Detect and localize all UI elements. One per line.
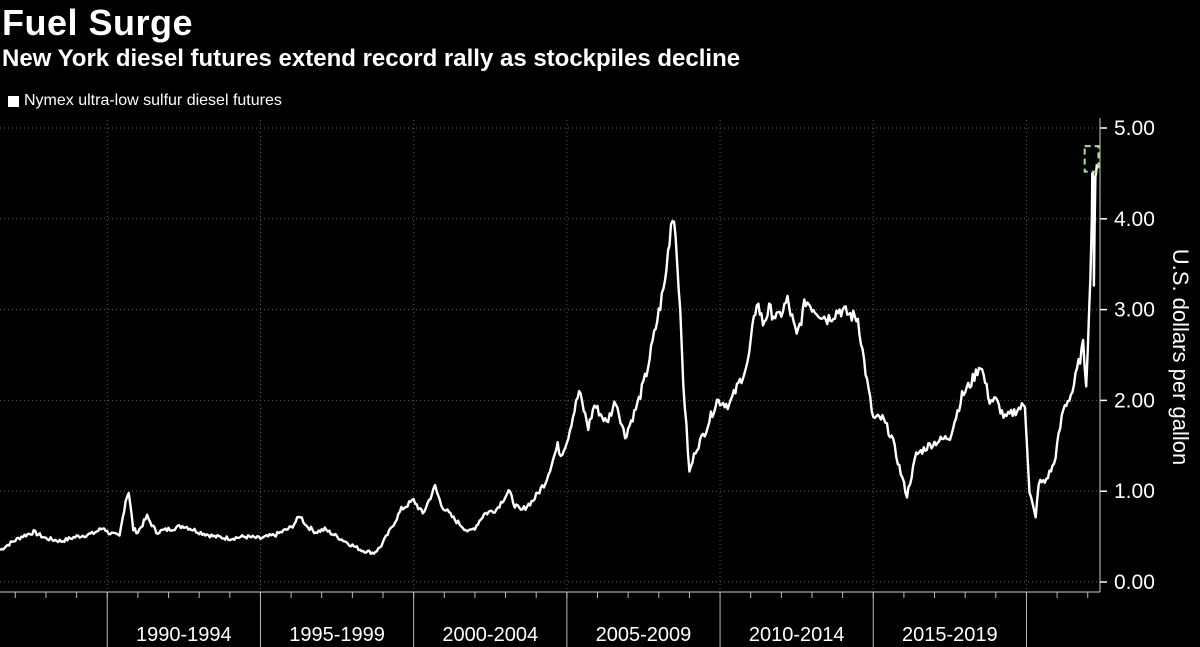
x-tick-label: 2005-2009 [596,624,692,646]
x-tick-label: 1995-1999 [289,624,385,646]
chart-subtitle: New York diesel futures extend record ra… [2,45,741,72]
axis-layer: 0.00 1.00 2.00 3.00 4.00 5.00 1990-1994 1995-19… [0,117,1155,647]
x-tick-label: 2010-2014 [749,624,845,646]
y-tick-label: 1.00 [1114,480,1155,503]
series-line [0,164,1099,556]
x-tick-label: 2015-2019 [902,624,998,646]
legend-swatch [8,95,19,107]
series-layer [0,164,1099,556]
record-highlight-box [1083,145,1100,173]
x-tick-label: 2000-2004 [442,624,538,646]
y-tick-label: 0.00 [1114,571,1155,594]
y-axis-label: U.S. dollars per gallon [1168,249,1193,465]
legend: Nymex ultra-low sulfur diesel futures [8,92,282,110]
y-tick-label: 3.00 [1114,299,1155,322]
chart-title: Fuel Surge [2,2,194,43]
x-tick-label: 1990-1994 [136,624,232,646]
legend-label: Nymex ultra-low sulfur diesel futures [24,92,282,109]
highlight-layer [1083,145,1100,173]
y-tick-label: 5.00 [1114,117,1155,140]
grid-layer [0,120,1100,592]
y-tick-label: 2.00 [1114,389,1155,412]
y-tick-label: 4.00 [1114,208,1155,231]
